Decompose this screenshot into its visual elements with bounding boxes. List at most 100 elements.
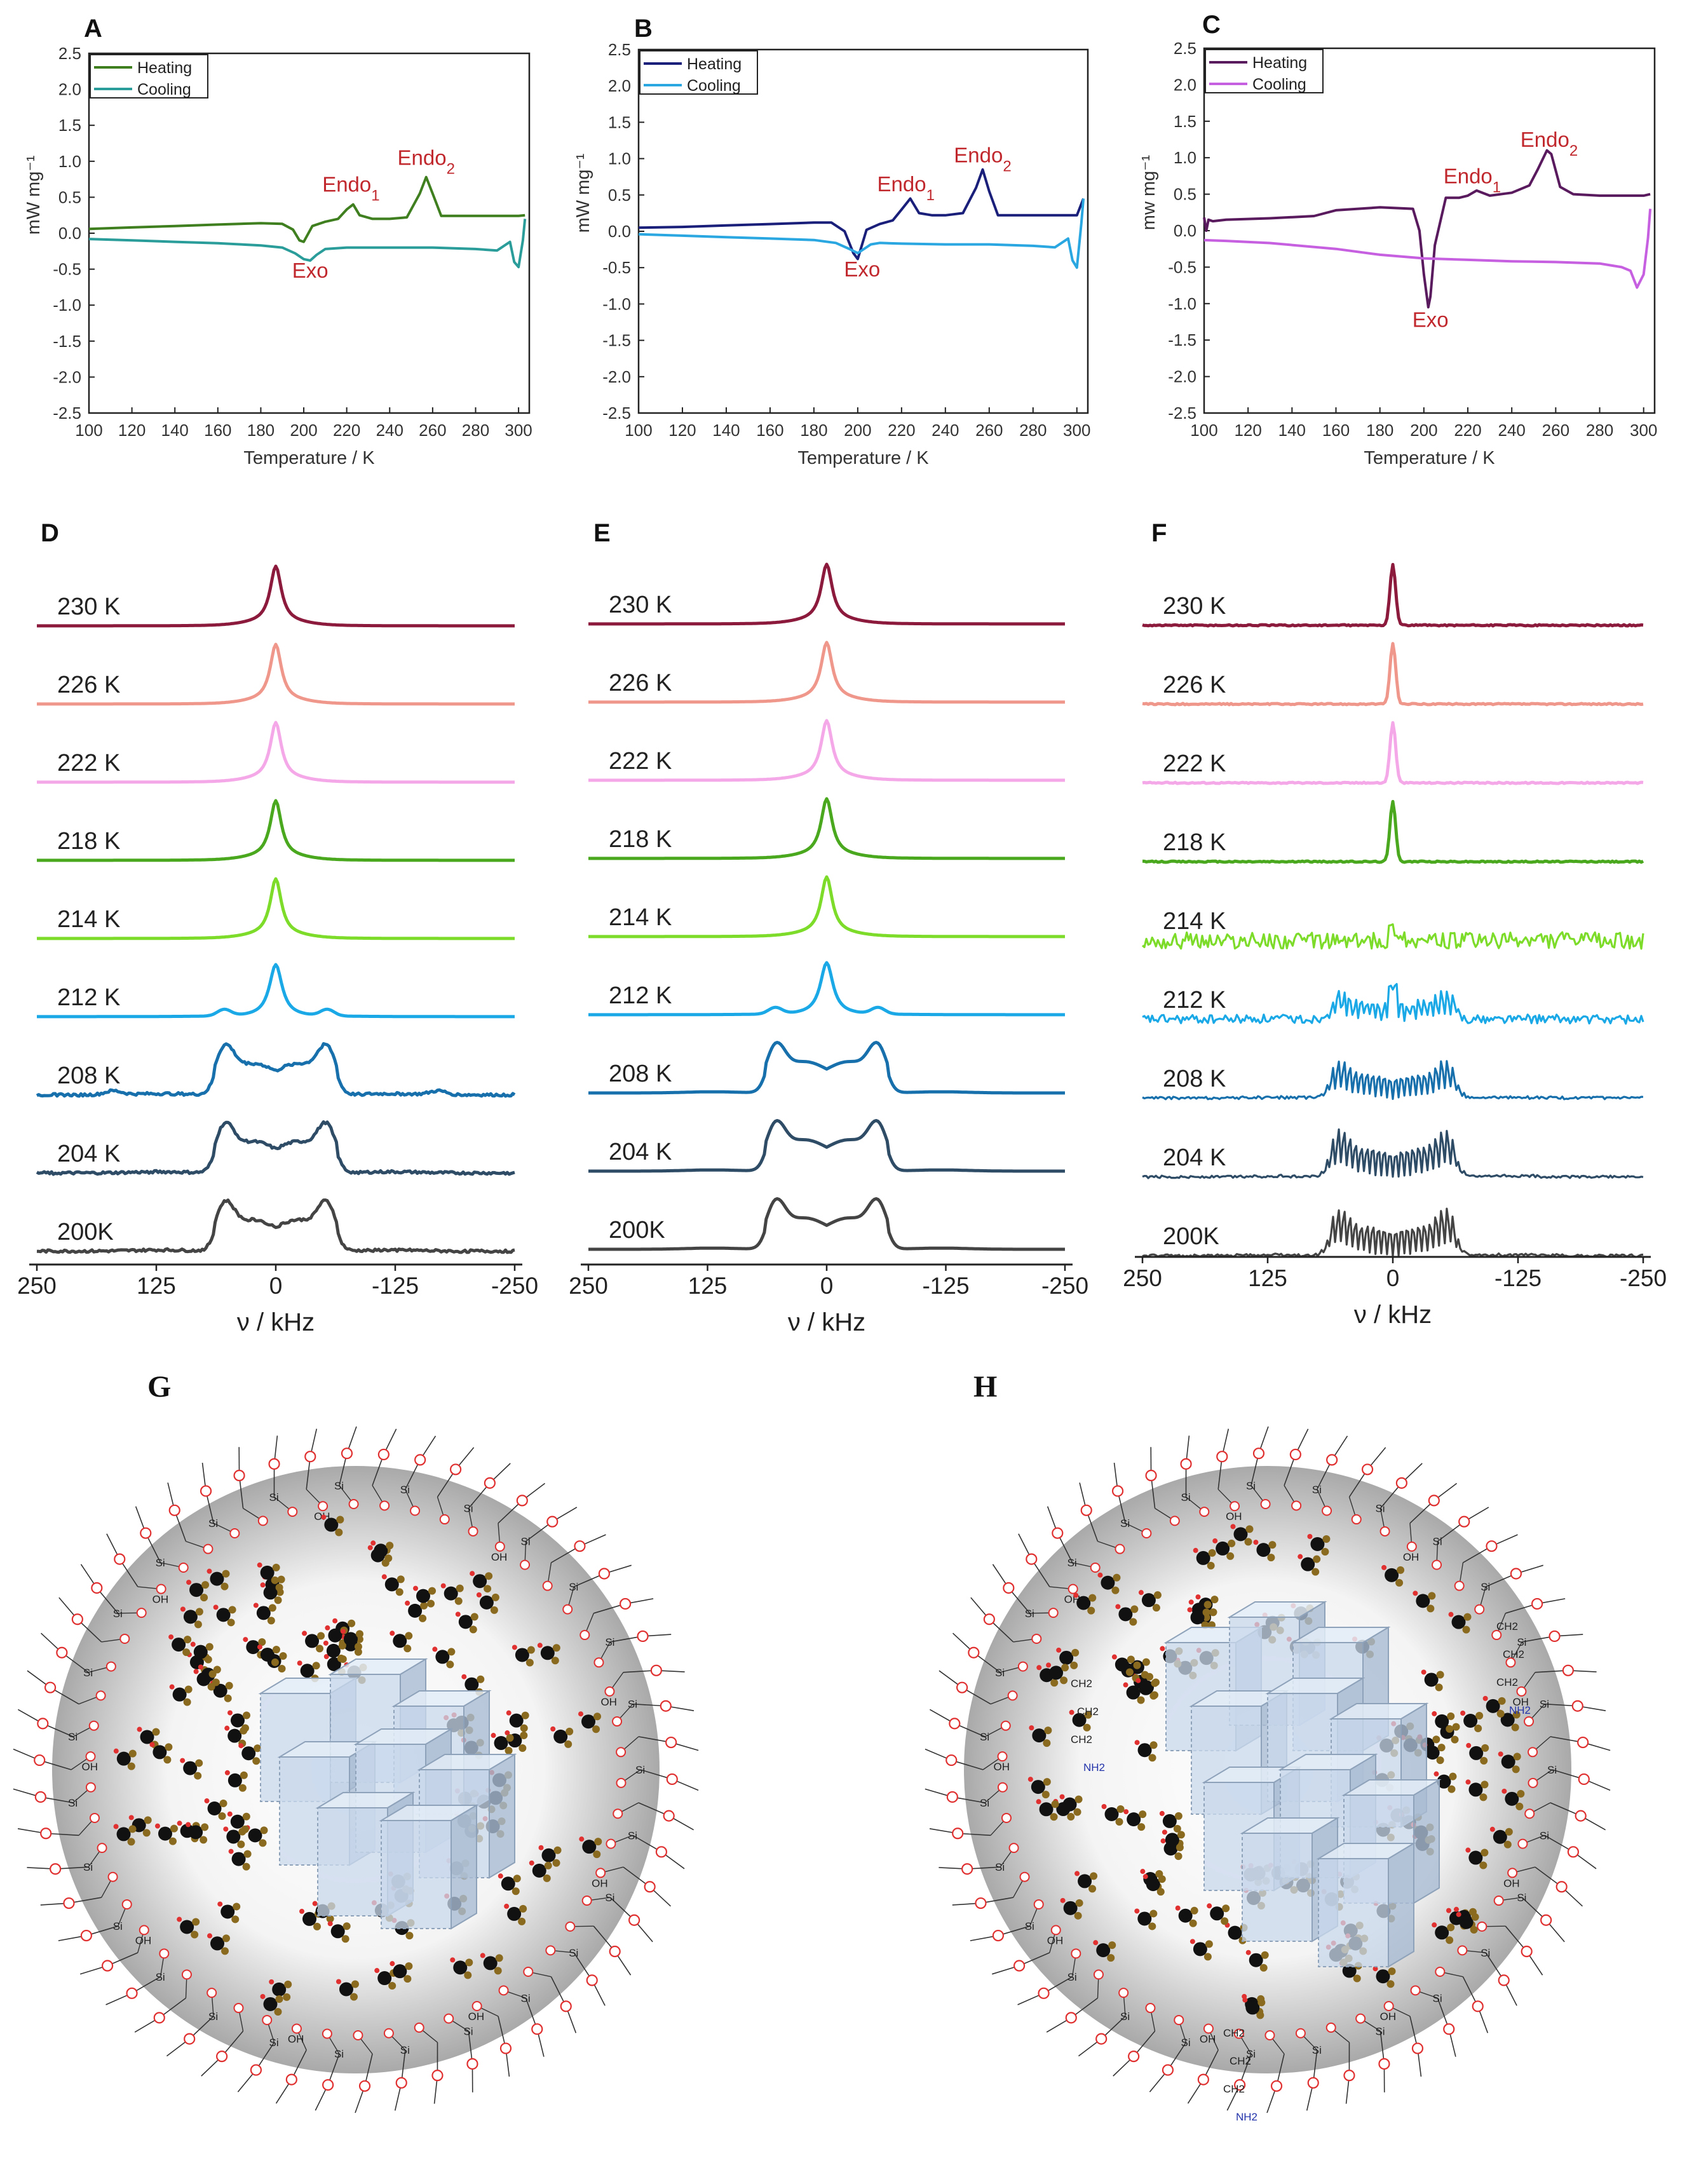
water-hydrogen bbox=[1481, 1744, 1489, 1752]
water-marker bbox=[1446, 1908, 1451, 1913]
water-hydrogen bbox=[1043, 1739, 1051, 1747]
oxygen-atom bbox=[1454, 1580, 1465, 1591]
oxygen-atom bbox=[1007, 1690, 1018, 1701]
hydroxyl-label: OH bbox=[135, 1934, 152, 1946]
water-marker bbox=[440, 1583, 446, 1589]
methylene-label: CH2 bbox=[1223, 2083, 1245, 2095]
water-marker bbox=[1029, 1725, 1034, 1731]
spectrum-line-204k bbox=[588, 1119, 1065, 1173]
legend: Heating Cooling bbox=[90, 54, 208, 98]
ice-cube-side bbox=[1388, 1842, 1414, 1968]
x-tick-label: 120 bbox=[668, 421, 696, 440]
y-tick-label: 2.5 bbox=[608, 40, 631, 59]
silicon-label: Si bbox=[334, 1480, 344, 1492]
water-marker bbox=[223, 1826, 229, 1832]
water-hydrogen bbox=[271, 1658, 279, 1666]
water-marker bbox=[169, 1684, 175, 1690]
oxygen-atom bbox=[520, 1559, 531, 1570]
water-oxygen bbox=[1127, 1812, 1141, 1827]
oxygen-atom bbox=[1252, 1448, 1265, 1460]
water-oxygen bbox=[231, 1852, 246, 1866]
silicon-label: Si bbox=[156, 1557, 165, 1569]
oxygen-atom bbox=[91, 1582, 103, 1594]
legend: Heating Cooling bbox=[639, 50, 758, 95]
spectrum-line-208k bbox=[588, 1041, 1065, 1095]
water-hydrogen bbox=[495, 1954, 503, 1962]
water-oxygen bbox=[1424, 1672, 1439, 1687]
water-oxygen bbox=[1032, 1728, 1047, 1743]
oxygen-atom bbox=[1325, 2022, 1336, 2033]
series-line-heating bbox=[88, 175, 525, 243]
water-hydrogen bbox=[1050, 1813, 1058, 1821]
silicon-label: Si bbox=[980, 1797, 989, 1809]
water-marker bbox=[390, 1631, 395, 1636]
temperature-label: 226 K bbox=[609, 670, 672, 696]
water-marker bbox=[1307, 1534, 1313, 1540]
water-hydrogen bbox=[1505, 1828, 1513, 1836]
water-hydrogen bbox=[201, 1581, 210, 1589]
water-oxygen bbox=[1459, 1915, 1474, 1929]
oxygen-atom bbox=[88, 1720, 99, 1731]
silicon-label: Si bbox=[68, 1731, 78, 1743]
oxygen-atom bbox=[1071, 1948, 1081, 1959]
spectrum-line-218k bbox=[37, 799, 515, 862]
water-hydrogen bbox=[259, 1839, 267, 1847]
water-marker bbox=[1482, 1695, 1488, 1701]
spectrum-line-212k bbox=[1142, 983, 1644, 1025]
oxygen-atom bbox=[666, 1773, 678, 1786]
water-hydrogen bbox=[513, 1875, 521, 1883]
water-hydrogen bbox=[1084, 1711, 1092, 1719]
x-tick-label: 220 bbox=[333, 421, 360, 440]
water-hydrogen bbox=[183, 1698, 191, 1706]
oxygen-atom bbox=[1038, 1987, 1050, 1999]
silicon-label: Si bbox=[521, 1992, 531, 2004]
dsc-chart-a: -2.5 -2.0 -1.5 -1.0 -0.5 0.0 0.5 1.0 1.5 2.0 2.5 10… bbox=[24, 44, 532, 468]
oxygen-atom bbox=[1031, 1633, 1042, 1644]
water-oxygen bbox=[328, 1628, 342, 1643]
oxygen-atom bbox=[616, 1777, 627, 1788]
oxygen-atom bbox=[1443, 2023, 1455, 2035]
water-marker bbox=[213, 1604, 219, 1610]
silicon-label: Si bbox=[334, 2048, 344, 2060]
oxygen-atom bbox=[562, 1604, 573, 1615]
water-oxygen bbox=[374, 1543, 388, 1558]
temperature-label: 214 K bbox=[1163, 908, 1226, 935]
legend-label: Heating bbox=[137, 59, 192, 77]
water-oxygen bbox=[327, 1657, 341, 1672]
water-hydrogen bbox=[505, 1747, 513, 1755]
water-hydrogen bbox=[1446, 1936, 1454, 1944]
water-oxygen bbox=[1437, 1774, 1451, 1789]
water-hydrogen bbox=[1515, 1802, 1524, 1810]
water-marker bbox=[327, 1921, 333, 1927]
water-oxygen bbox=[1059, 1650, 1074, 1665]
water-marker bbox=[1489, 1826, 1495, 1832]
water-hydrogen bbox=[465, 1958, 473, 1967]
oxygen-atom bbox=[1326, 1454, 1338, 1466]
oxygen-atom bbox=[80, 1929, 93, 1942]
water-oxygen bbox=[1501, 1754, 1515, 1769]
water-hydrogen bbox=[1041, 1791, 1050, 1799]
water-hydrogen bbox=[1203, 1953, 1212, 1961]
water-hydrogen bbox=[1116, 1805, 1125, 1814]
water-hydrogen bbox=[349, 1993, 358, 2001]
hydroxyl-label: OH bbox=[1200, 2033, 1216, 2045]
water-oxygen bbox=[189, 1583, 204, 1597]
water-oxygen bbox=[1435, 1714, 1449, 1728]
water-hydrogen bbox=[1073, 1808, 1081, 1816]
oxygen-atom bbox=[89, 1812, 100, 1823]
water-hydrogen bbox=[1129, 1618, 1137, 1626]
x-tick-label: 140 bbox=[161, 421, 189, 440]
water-hydrogen bbox=[237, 1840, 245, 1848]
water-oxygen bbox=[1072, 1713, 1087, 1727]
oxygen-atom bbox=[1577, 1736, 1589, 1749]
panel-label-b: B bbox=[634, 15, 653, 43]
water-oxygen bbox=[501, 1876, 515, 1891]
water-marker bbox=[228, 1848, 234, 1854]
oxygen-atom bbox=[1571, 1700, 1583, 1712]
water-oxygen bbox=[1039, 1802, 1054, 1817]
temperature-label: 208 K bbox=[609, 1061, 672, 1087]
water-hydrogen bbox=[241, 1825, 249, 1833]
water-hydrogen bbox=[163, 1756, 172, 1764]
x-tick-label: 160 bbox=[204, 421, 231, 440]
water-hydrogen bbox=[224, 1694, 232, 1702]
